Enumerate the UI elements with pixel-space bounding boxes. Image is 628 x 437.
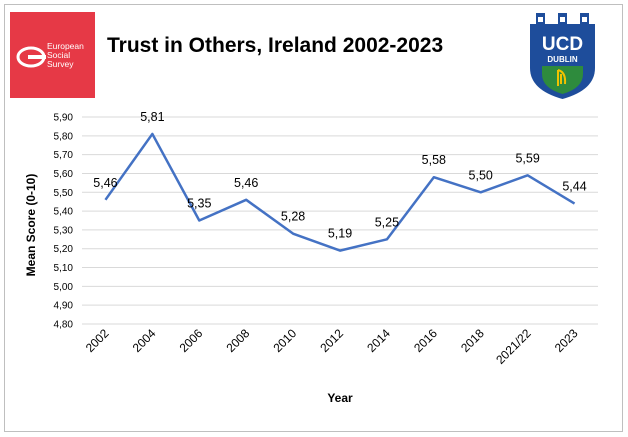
y-tick-label: 5,70 [54,150,74,161]
series-polyline [104,132,576,252]
x-tick-label: 2008 [224,326,253,355]
y-tick-label: 5,80 [54,131,74,142]
y-axis-ticks: 4,80 4,90 5,00 5,10 5,20 5,30 5,40 5,50 5,60 5,70… [54,113,74,331]
data-label: 5,46 [234,176,258,190]
data-label: 5,28 [281,210,305,224]
ess-logo-line-1: European [47,41,84,51]
x-tick-label: 2018 [458,326,487,355]
ess-swoosh-icon [16,46,46,68]
ucd-logo: UCD DUBLIN [530,13,595,99]
y-tick-label: 4,90 [54,301,74,312]
gridlines [82,116,598,325]
chart-title: Trust in Others, Ireland 2002-2023 [107,34,444,57]
chart-frame [4,4,623,432]
x-tick-label: 2016 [411,326,440,355]
x-tick-label: 2006 [177,326,206,355]
data-label: 5,58 [422,153,446,167]
y-tick-label: 5,10 [54,263,74,274]
x-tick-label: 2010 [270,326,299,355]
series-line [104,132,576,252]
data-label: 5,50 [469,168,493,182]
x-tick-label: 2002 [83,326,112,355]
y-tick-label: 4,80 [54,320,74,331]
x-tick-label: 2012 [317,326,346,355]
x-tick-label: 2021/22 [493,326,534,367]
y-tick-label: 5,90 [54,113,74,124]
x-tick-label: 2004 [130,326,159,355]
y-tick-label: 5,20 [54,244,74,255]
y-tick-label: 5,40 [54,207,74,218]
ucd-logo-dublin: DUBLIN [547,55,577,64]
data-label: 5,46 [93,176,117,190]
x-tick-label: 2014 [364,326,393,355]
y-tick-label: 5,30 [54,225,74,236]
ucd-logo-ucd: UCD [542,34,583,55]
y-axis-title: Mean Score (0-10) [24,173,38,277]
x-axis-ticks: 2002 2004 2006 2008 2010 2012 2014 2016 2018 2021… [83,326,581,367]
y-tick-label: 5,00 [54,282,74,293]
y-tick-label: 5,50 [54,188,74,199]
data-label: 5,19 [328,227,352,241]
data-label: 5,81 [140,110,164,124]
y-tick-label: 5,60 [54,169,74,180]
ess-logo-line-3: Survey [47,59,74,69]
data-label: 5,44 [562,180,586,194]
ess-logo: European Social Survey [10,12,95,98]
data-label: 5,35 [187,197,211,211]
ess-logo-line-2: Social [47,50,71,60]
data-label: 5,59 [515,151,539,165]
x-tick-label: 2023 [552,326,581,355]
data-label: 5,25 [375,215,399,229]
data-labels: 5,46 5,81 5,35 5,46 5,28 5,19 5,25 5,58 5,50 5,59… [93,110,586,241]
x-axis-title: Year [327,391,353,405]
ess-logo-text: European Social Survey [47,42,84,69]
